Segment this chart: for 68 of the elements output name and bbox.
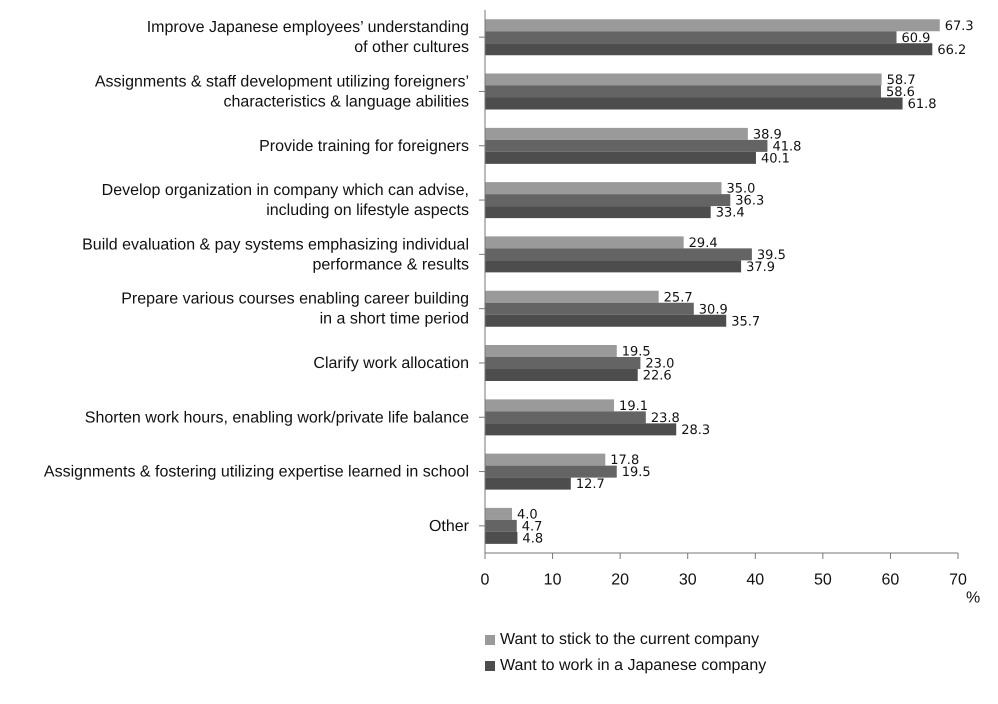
- bar: [485, 411, 646, 424]
- data-label: 28.3: [681, 422, 710, 438]
- bar: [485, 290, 659, 303]
- bar: [485, 182, 722, 194]
- y-tick-label: Build evaluation & pay systems emphasizing individual performance & results: [82, 236, 469, 273]
- y-tick-label: Provide training for foreigners: [259, 137, 469, 154]
- bar: [485, 31, 897, 44]
- bar: [485, 140, 768, 152]
- bar: [485, 520, 517, 532]
- x-tick-label: 10: [544, 571, 562, 588]
- bar: [485, 43, 932, 56]
- data-label: 60.9: [902, 30, 930, 46]
- x-tick-label: 50: [814, 571, 832, 588]
- y-tick-label: Assignments & fostering utilizing expertise learned in school: [44, 463, 469, 480]
- data-label: 35.7: [731, 314, 760, 330]
- data-label: 25.7: [664, 290, 693, 306]
- y-tick-label: Improve Japanese employees’ understanding of other cultures: [146, 18, 469, 56]
- bar: [485, 152, 756, 164]
- bar: [485, 399, 614, 412]
- y-tick-label: Prepare various courses enabling career building in a short time period: [121, 290, 469, 328]
- x-axis-title: %: [966, 590, 980, 607]
- x-tick-label: 0: [480, 571, 490, 588]
- y-tick-label: Other: [428, 517, 470, 534]
- bar: [485, 86, 881, 98]
- data-label: 33.4: [716, 206, 745, 221]
- bar: [485, 128, 748, 140]
- bar: [485, 98, 903, 110]
- x-tick-label: 30: [678, 571, 697, 588]
- bar: [485, 19, 940, 32]
- x-tick-label: 20: [611, 571, 630, 588]
- bar: [485, 206, 711, 218]
- bar: [485, 454, 606, 466]
- y-tick-label: Shorten work hours, enabling work/private life balance: [84, 408, 470, 426]
- bar: [485, 314, 726, 327]
- bar: [485, 345, 617, 358]
- bar: [485, 194, 730, 206]
- data-label: 67.3: [944, 18, 974, 34]
- bar: [485, 466, 617, 478]
- data-label: 19.1: [619, 398, 648, 414]
- x-tick-label: 40: [746, 571, 764, 588]
- data-label: 66.2: [937, 42, 966, 58]
- bar: [485, 423, 676, 436]
- y-tick-label: Assignments & staff development utilizing foreigners’ characteristics & language abilities: [94, 72, 469, 110]
- bar: [485, 236, 684, 248]
- data-label: 61.8: [908, 97, 937, 112]
- data-label: 37.9: [746, 260, 776, 276]
- bar: [485, 260, 742, 272]
- bar: [485, 248, 752, 260]
- y-tick-label: Clarify work allocation: [313, 354, 469, 372]
- data-label: 22.6: [642, 368, 672, 384]
- bar: [485, 532, 518, 544]
- bar: [485, 508, 512, 520]
- bar: [485, 369, 638, 382]
- data-label: 30.9: [698, 302, 728, 318]
- x-tick-label: 70: [949, 571, 967, 588]
- bar: [485, 357, 640, 370]
- data-label: 29.4: [688, 236, 718, 252]
- bar: [485, 74, 882, 86]
- bar: [485, 302, 694, 315]
- y-tick-label: Develop organization in company which can advise, including on lifestyle aspects: [102, 182, 469, 219]
- data-label: 19.5: [622, 465, 651, 480]
- data-label: 12.7: [576, 477, 605, 492]
- legend-label: Want to work in a Japanese company: [500, 657, 766, 675]
- legend-label: Want to stick to the current company: [500, 631, 760, 649]
- x-tick-label: 60: [882, 571, 900, 588]
- data-label: 4.8: [522, 532, 544, 547]
- bar: [485, 478, 571, 490]
- data-label: 23.8: [650, 410, 680, 426]
